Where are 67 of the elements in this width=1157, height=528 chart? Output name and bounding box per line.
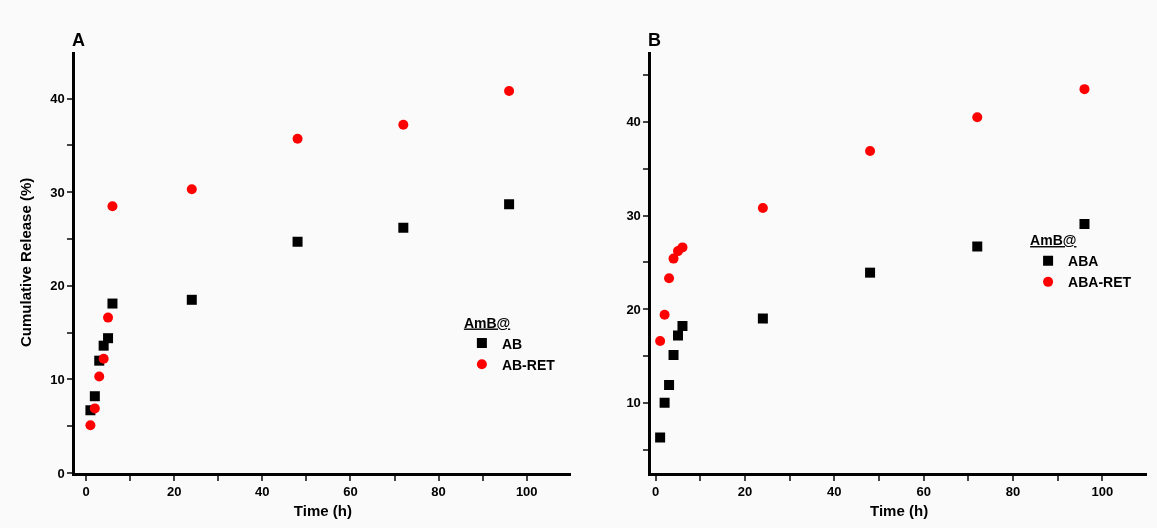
point — [664, 273, 675, 284]
legend-label: ABA — [1068, 253, 1099, 270]
point — [668, 350, 679, 361]
point — [504, 199, 515, 210]
point — [398, 222, 409, 233]
point — [655, 432, 666, 443]
legend-label: ABA-RET — [1068, 274, 1132, 291]
x-tick-label: 40 — [255, 484, 270, 500]
point — [757, 203, 768, 214]
x-tick-label: 0 — [652, 484, 660, 500]
point — [398, 119, 409, 130]
legend-title: AmB@ — [1030, 232, 1077, 249]
y-tick-label: 40 — [50, 91, 65, 107]
point — [94, 371, 105, 382]
y-tick-label: 10 — [50, 371, 65, 387]
y-axis-title: Cumulative Release (%) — [17, 177, 35, 347]
point — [89, 391, 100, 402]
legend-label: AB-RET — [501, 356, 556, 373]
point — [98, 353, 109, 364]
point — [89, 403, 100, 414]
x-tick-label: 20 — [166, 484, 182, 500]
chart-title: A — [72, 30, 85, 50]
x-tick-label: 40 — [827, 484, 842, 500]
point — [972, 112, 983, 123]
x-tick-label: 80 — [431, 484, 446, 500]
point — [677, 321, 688, 332]
point — [664, 380, 675, 390]
x-axis-title: Time (h) — [293, 502, 352, 520]
point — [103, 312, 114, 323]
x-tick-label: 80 — [1005, 484, 1021, 500]
point — [865, 145, 876, 156]
point — [865, 267, 876, 278]
point — [1079, 218, 1090, 229]
point — [292, 236, 303, 247]
x-tick-label: 60 — [916, 484, 931, 500]
chart-title: B — [648, 30, 661, 50]
point — [677, 242, 688, 253]
x-tick-label: 60 — [343, 484, 358, 500]
x-tick-label: 0 — [82, 484, 90, 500]
y-tick-label: 30 — [50, 184, 65, 200]
point — [292, 133, 303, 144]
point — [757, 313, 768, 324]
point — [103, 333, 114, 344]
y-tick-label: 10 — [626, 395, 641, 411]
point — [659, 309, 670, 320]
y-tick-label: 30 — [626, 208, 641, 224]
x-tick-label: 100 — [515, 484, 538, 500]
point — [107, 201, 118, 212]
y-tick-label: 0 — [57, 465, 65, 481]
x-axis-title: Time (h) — [870, 502, 929, 520]
y-tick-label: 20 — [50, 278, 65, 294]
point — [107, 298, 118, 309]
x-tick-label: 20 — [737, 484, 753, 500]
point — [655, 336, 666, 346]
point — [504, 86, 515, 97]
point — [659, 397, 670, 408]
point — [186, 184, 197, 195]
point — [85, 420, 96, 431]
point — [972, 241, 983, 252]
point — [1079, 84, 1090, 95]
legend-title: AmB@ — [463, 314, 511, 331]
legend-label: AB — [501, 335, 523, 352]
point — [186, 294, 197, 305]
y-tick-label: 40 — [626, 114, 641, 130]
y-tick-label: 20 — [626, 301, 641, 317]
point — [673, 330, 683, 341]
x-tick-label: 100 — [1091, 484, 1114, 500]
